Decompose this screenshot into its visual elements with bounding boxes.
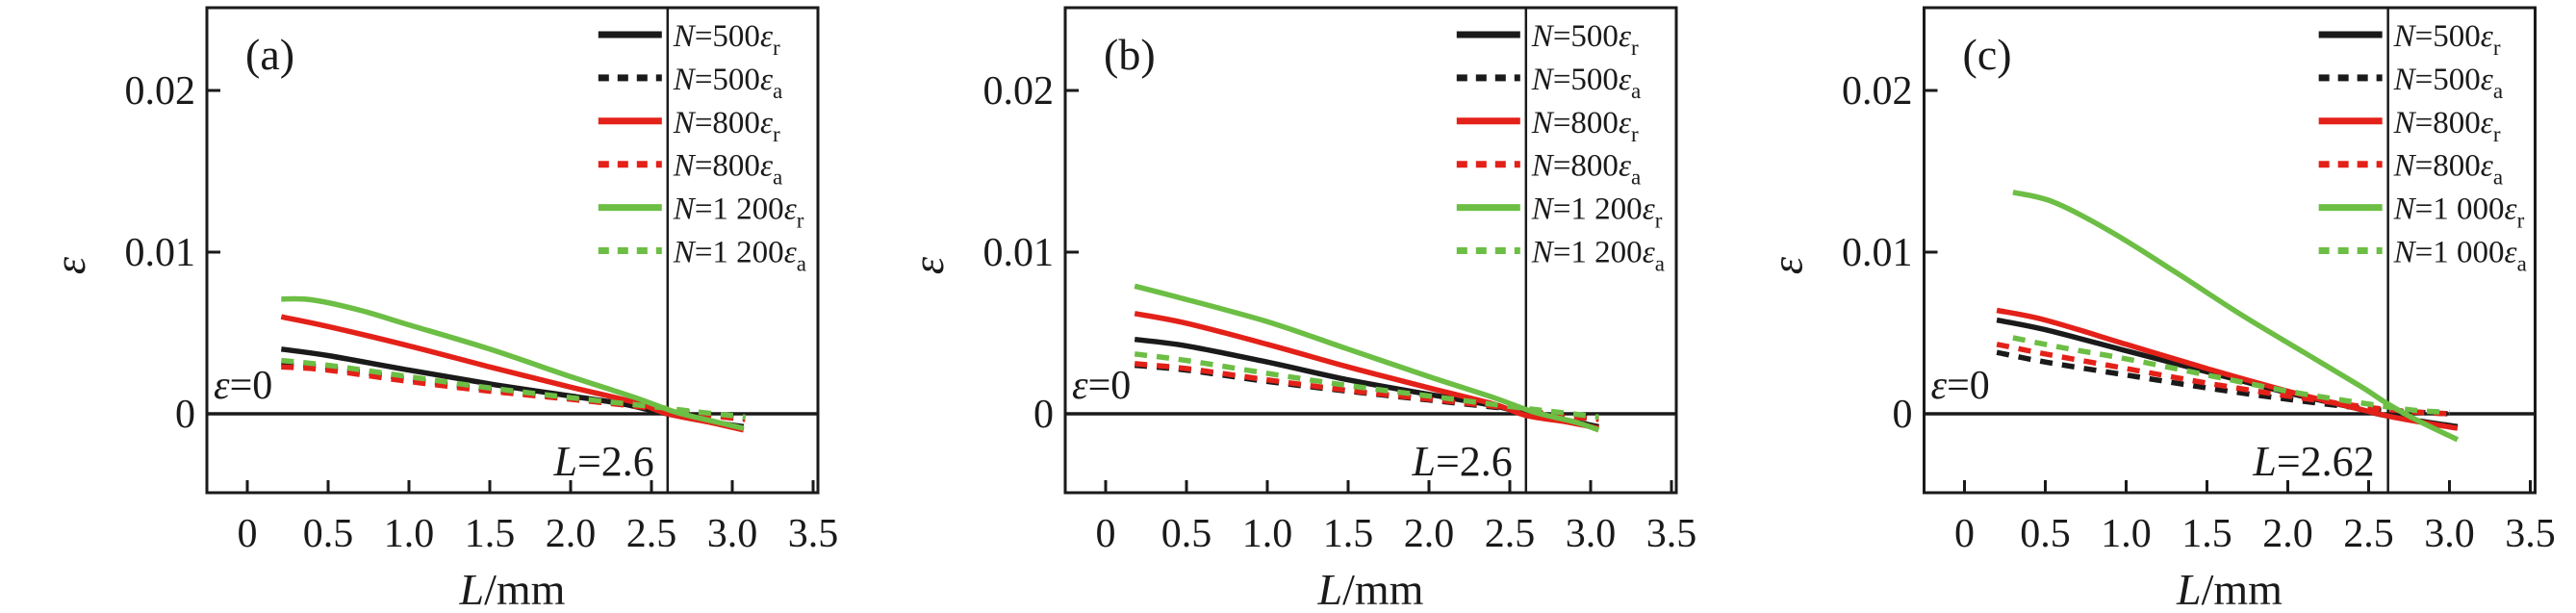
x-tick-label: 3.5 [2505, 512, 2556, 556]
x-tick-label: 1.0 [1242, 512, 1293, 556]
x-tick-label: 1.5 [1323, 512, 1374, 556]
plot-border [1923, 6, 2537, 495]
x-tick-label: 0.5 [1161, 512, 1212, 556]
legend-label: N=800εa [1531, 149, 1641, 190]
x-tick-label: 0.5 [303, 512, 354, 556]
x-axis-label: L/mm [2176, 565, 2283, 613]
legend-label: N=500εr [2393, 19, 2501, 60]
y-tick-label: 0.02 [983, 69, 1055, 114]
curve-N=800er [1134, 311, 1599, 431]
legend-label: N=1 000εa [2393, 236, 2527, 276]
legend-label: N=500εa [673, 63, 782, 103]
annotation-eps-zero: ε=0 [1072, 364, 1131, 408]
panel-label: (b) [1104, 30, 1156, 79]
panel-c: 0 0.5 1.0 1.5 2.0 2.5 3.0 3.5 0 0.01 0.02 ε L/mm (c) ε… [1717, 0, 2576, 613]
legend-label: N=800εr [2393, 106, 2501, 146]
x-tick-label: 1.0 [2101, 512, 2152, 556]
curve-N=800ea [1134, 361, 1599, 422]
annotation-vline-value: L=2.6 [1411, 438, 1512, 485]
y-tick-label: 0.02 [125, 69, 196, 114]
legend-label: N=800εr [673, 106, 780, 146]
legend-label: N=500εa [2393, 63, 2503, 103]
curve-N=1200er [1134, 283, 1600, 433]
plot-border [1063, 6, 1678, 495]
x-tick-label: 3.0 [1566, 512, 1617, 556]
legend-label: N=1 200εr [1531, 192, 1663, 233]
panel-label: (a) [245, 30, 294, 79]
x-tick-label: 0 [238, 512, 258, 556]
curve-N=800ea [1996, 342, 2450, 417]
panel-c-chart: 0 0.5 1.0 1.5 2.0 2.5 3.0 3.5 0 0.01 0.02 ε L/mm (c) ε… [1763, 6, 2556, 613]
legend-label: N=800εr [1531, 106, 1639, 146]
x-tick-label: 2.5 [2343, 512, 2394, 556]
legend-label: N=1 200εa [673, 236, 806, 276]
x-tick-label: 2.0 [1404, 512, 1455, 556]
y-axis-label: ε [1763, 256, 1812, 274]
y-tick-label: 0.01 [983, 231, 1055, 275]
x-tick-label: 2.5 [626, 512, 677, 556]
panel-b: 0 0.5 1.0 1.5 2.0 2.5 3.0 3.5 0 0.01 0.02 ε L/mm (b) ε… [858, 0, 1717, 613]
legend-label: N=800εa [2393, 149, 2503, 190]
panel-a-chart: 0 0.5 1.0 1.5 2.0 2.5 3.0 3.5 0 0.01 0.02 ε L/mm (a) ε… [45, 6, 839, 613]
y-tick-label: 0.01 [1842, 231, 1913, 275]
plot-border [205, 6, 820, 495]
panel-a: 0 0.5 1.0 1.5 2.0 2.5 3.0 3.5 0 0.01 0.02 ε L/mm (a) ε… [0, 0, 858, 613]
legend-label: N=1 200εa [1531, 236, 1665, 276]
y-axis-label: ε [904, 256, 953, 274]
annotation-vline-value: L=2.6 [552, 438, 653, 485]
curve-N=1200er [281, 295, 745, 431]
x-tick-label: 0.5 [2020, 512, 2071, 556]
annotation-eps-zero: ε=0 [1931, 364, 1990, 408]
x-tick-label: 1.5 [2181, 512, 2232, 556]
panel-b-chart: 0 0.5 1.0 1.5 2.0 2.5 3.0 3.5 0 0.01 0.02 ε L/mm (b) ε… [904, 6, 1697, 613]
y-axis-label: ε [45, 256, 94, 274]
x-tick-label: 3.5 [788, 512, 839, 556]
legend-label: N=500εr [673, 19, 780, 60]
legend-label: N=500εr [1531, 19, 1639, 60]
y-tick-label: 0.01 [125, 231, 196, 275]
x-tick-label: 2.5 [1485, 512, 1536, 556]
panel-label: (c) [1963, 30, 2012, 79]
x-tick-label: 0 [1954, 512, 1975, 556]
x-tick-label: 1.0 [384, 512, 435, 556]
x-tick-label: 1.5 [465, 512, 516, 556]
y-tick-label: 0 [175, 393, 195, 437]
y-tick-label: 0 [1033, 393, 1054, 437]
curve-N=500ea [1996, 349, 2450, 417]
x-tick-label: 3.0 [707, 512, 758, 556]
x-tick-label: 0 [1096, 512, 1116, 556]
legend-label: N=1 200εr [673, 192, 804, 233]
x-axis-label: L/mm [459, 565, 566, 613]
x-tick-label: 2.0 [2262, 512, 2313, 556]
y-tick-label: 0.02 [1842, 69, 1913, 114]
y-tick-label: 0 [1893, 393, 1913, 437]
legend-label: N=800εa [673, 149, 782, 190]
x-tick-label: 3.0 [2424, 512, 2475, 556]
x-tick-label: 2.0 [546, 512, 597, 556]
curve-N=1000er [2012, 190, 2460, 443]
annotation-eps-zero: ε=0 [214, 364, 272, 408]
x-axis-label: L/mm [1317, 565, 1424, 613]
annotation-vline-value: L=2.62 [2252, 438, 2374, 485]
curve-N=1000ea [2012, 335, 2450, 416]
curve-N=1200ea [281, 357, 746, 421]
x-tick-label: 3.5 [1646, 512, 1697, 556]
legend-label: N=1 000εr [2393, 192, 2525, 233]
legend-label: N=500εa [1531, 63, 1641, 103]
curve-N=1200ea [1134, 351, 1599, 421]
curve-N=800er [1996, 307, 2459, 431]
